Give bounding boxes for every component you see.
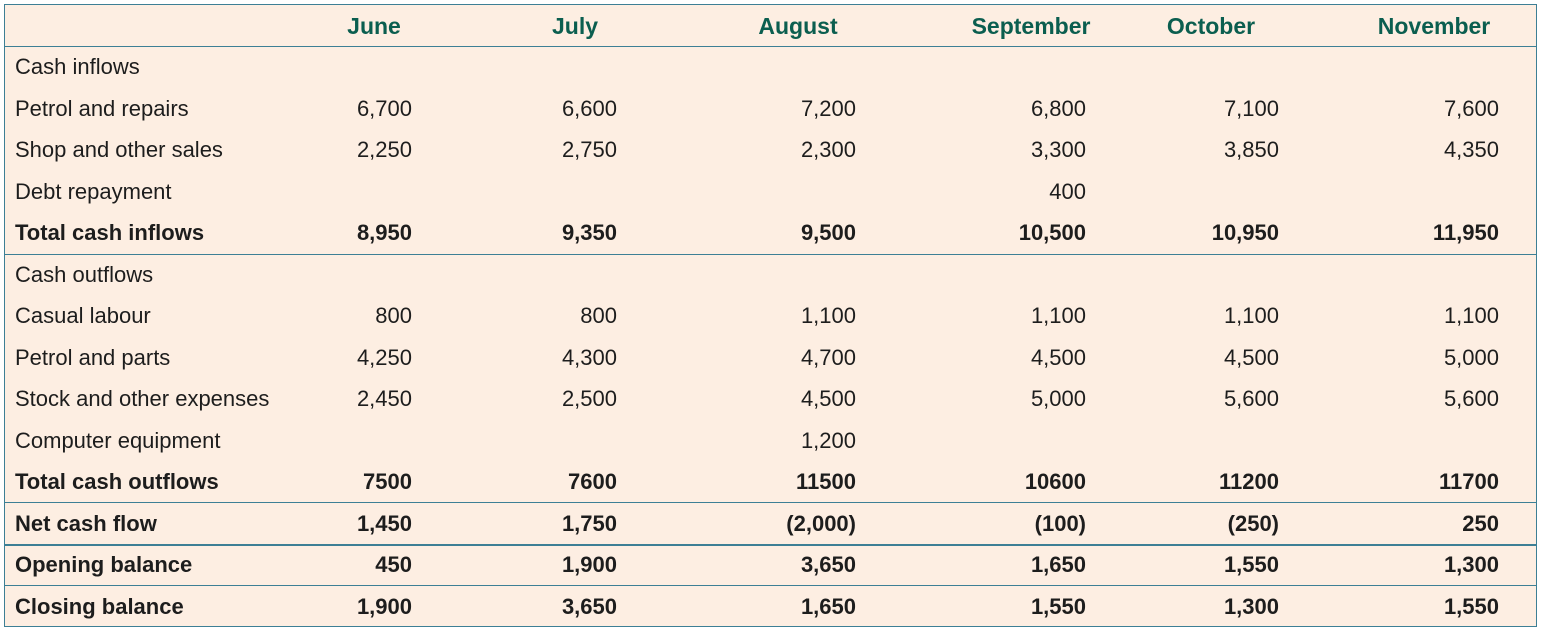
row-divider bbox=[5, 544, 1536, 546]
cell: 6,800 bbox=[1030, 95, 1086, 121]
cell: 2,500 bbox=[561, 386, 617, 411]
column-header: July bbox=[551, 13, 599, 39]
cell: 800 bbox=[375, 303, 412, 328]
cell: 7500 bbox=[363, 469, 412, 494]
cell: 10,500 bbox=[1018, 220, 1086, 245]
row-label: Petrol and repairs bbox=[15, 95, 189, 121]
cell: 4,500 bbox=[1223, 344, 1279, 370]
row-divider bbox=[5, 46, 1536, 47]
cell: 1,750 bbox=[561, 510, 617, 536]
row-label: Closing balance bbox=[15, 593, 184, 619]
column-header: August bbox=[758, 13, 838, 39]
cell: 400 bbox=[1049, 178, 1086, 204]
section-label: Cash inflows bbox=[15, 54, 140, 79]
cell: 2,250 bbox=[356, 137, 412, 162]
row-label: Computer equipment bbox=[15, 427, 221, 453]
cell: 1,100 bbox=[1223, 303, 1279, 328]
cell: (100) bbox=[1034, 510, 1086, 536]
cell: 10,950 bbox=[1211, 220, 1279, 245]
cell: 10600 bbox=[1024, 469, 1086, 494]
row-divider bbox=[5, 502, 1536, 503]
cell: (250) bbox=[1227, 510, 1279, 536]
column-header: October bbox=[1166, 13, 1256, 39]
cell: 1,300 bbox=[1223, 593, 1279, 619]
cell: 5,600 bbox=[1443, 386, 1499, 411]
cell: (2,000) bbox=[786, 510, 856, 536]
cell: 1,550 bbox=[1030, 593, 1086, 619]
cell: 800 bbox=[580, 303, 617, 328]
cell: 1,450 bbox=[356, 510, 412, 536]
cell: 9,500 bbox=[800, 220, 856, 245]
cell: 1,100 bbox=[1030, 303, 1086, 328]
cell: 4,300 bbox=[561, 344, 617, 370]
cell: 1,100 bbox=[800, 303, 856, 328]
row-label: Casual labour bbox=[15, 303, 151, 328]
cell: 250 bbox=[1462, 510, 1499, 536]
cell: 2,750 bbox=[561, 137, 617, 162]
cell: 3,650 bbox=[800, 552, 856, 577]
column-header: June bbox=[347, 13, 401, 39]
cell: 3,650 bbox=[561, 593, 617, 619]
cell: 2,300 bbox=[800, 137, 856, 162]
cell: 9,350 bbox=[561, 220, 617, 245]
row-label: Debt repayment bbox=[15, 178, 172, 204]
cell: 1,550 bbox=[1443, 593, 1499, 619]
cell: 4,500 bbox=[1030, 344, 1086, 370]
cell: 1,100 bbox=[1443, 303, 1499, 328]
cell: 1,900 bbox=[356, 593, 412, 619]
row-label: Stock and other expenses bbox=[15, 386, 270, 411]
row-label: Total cash outflows bbox=[15, 469, 219, 494]
row-label: Net cash flow bbox=[15, 510, 157, 536]
cell: 7,600 bbox=[1443, 95, 1499, 121]
cell: 1,550 bbox=[1223, 552, 1279, 577]
cell: 5,000 bbox=[1443, 344, 1499, 370]
cell: 11500 bbox=[796, 469, 856, 494]
row-divider bbox=[5, 585, 1536, 586]
row-label: Shop and other sales bbox=[15, 137, 223, 162]
cell: 5,000 bbox=[1030, 386, 1086, 411]
row-label: Total cash inflows bbox=[15, 220, 205, 245]
cell: 1,200 bbox=[800, 427, 856, 453]
cell: 11,950 bbox=[1432, 220, 1499, 245]
cell: 8,950 bbox=[356, 220, 412, 245]
row-label: Opening balance bbox=[15, 552, 193, 577]
cell: 7600 bbox=[568, 469, 617, 494]
column-header: September bbox=[971, 13, 1091, 39]
cash-flow-table: June July August September October November Ca… bbox=[4, 4, 1537, 627]
cell: 6,700 bbox=[356, 95, 412, 121]
cell: 4,250 bbox=[356, 344, 412, 370]
cell: 6,600 bbox=[561, 95, 617, 121]
cell: 1,650 bbox=[1030, 552, 1086, 577]
cell: 3,850 bbox=[1223, 137, 1279, 162]
cell: 11200 bbox=[1219, 469, 1279, 494]
cell: 7,100 bbox=[1223, 95, 1279, 121]
cell: 4,500 bbox=[800, 386, 856, 411]
cell: 2,450 bbox=[356, 386, 412, 411]
cell: 11700 bbox=[1439, 469, 1499, 494]
cell: 450 bbox=[375, 552, 412, 577]
cell: 1,300 bbox=[1443, 552, 1499, 577]
row-label: Petrol and parts bbox=[15, 344, 171, 370]
cell: 3,300 bbox=[1030, 137, 1086, 162]
cell: 4,350 bbox=[1443, 137, 1499, 162]
cell: 5,600 bbox=[1223, 386, 1279, 411]
section-label: Cash outflows bbox=[15, 261, 154, 287]
column-header: November bbox=[1377, 13, 1491, 39]
cell: 4,700 bbox=[800, 344, 856, 370]
cell: 1,650 bbox=[800, 593, 856, 619]
cell: 7,200 bbox=[800, 95, 856, 121]
cell: 1,900 bbox=[561, 552, 617, 577]
row-divider bbox=[5, 254, 1536, 255]
